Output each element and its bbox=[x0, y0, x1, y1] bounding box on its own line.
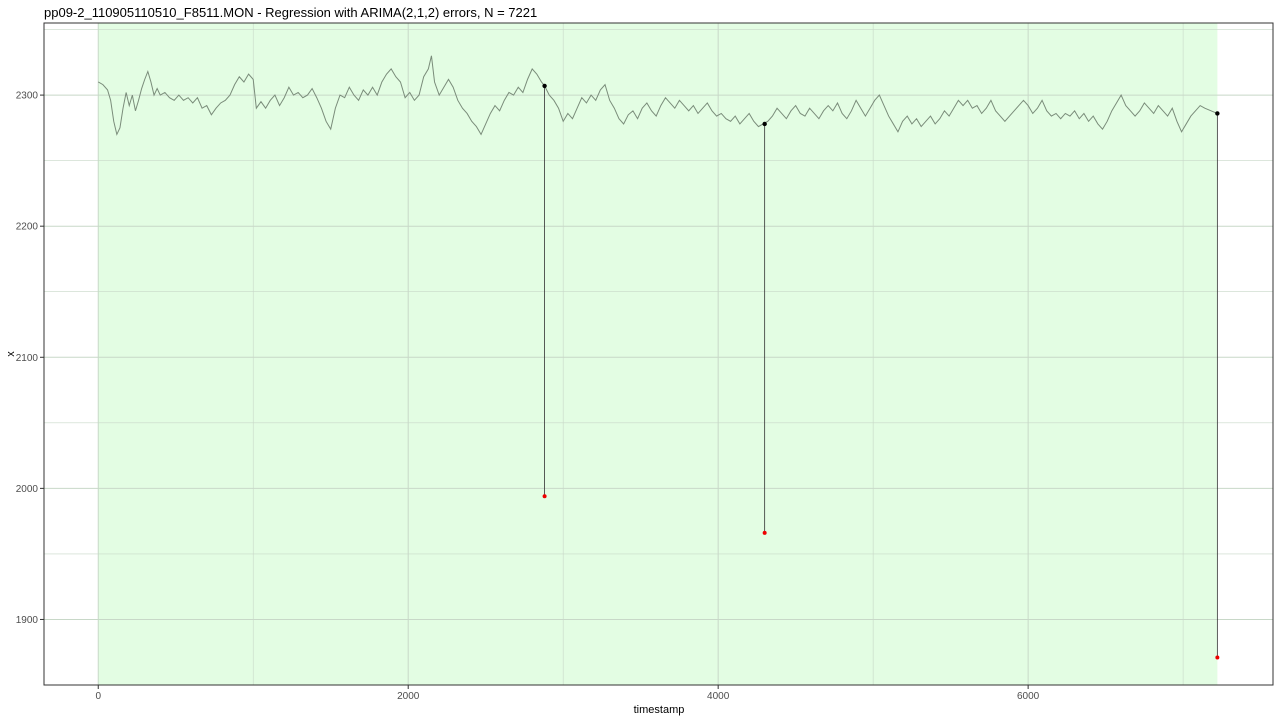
fitted-point bbox=[542, 83, 547, 89]
y-tick-label: 2200 bbox=[16, 222, 39, 233]
plot-border bbox=[43, 22, 1274, 686]
observed-point bbox=[542, 494, 547, 499]
x-tick-label: 4000 bbox=[707, 691, 730, 702]
x-axis-label: timestamp bbox=[634, 704, 685, 716]
fitted-point bbox=[762, 121, 767, 127]
x-tick-label: 2000 bbox=[397, 691, 420, 702]
y-axis-label: x bbox=[5, 351, 17, 357]
y-tick-label: 2100 bbox=[16, 353, 39, 364]
x-tick-label: 0 bbox=[95, 691, 101, 702]
observed-point bbox=[1215, 655, 1220, 660]
chart-title: pp09-2_110905110510_F8511.MON - Regressi… bbox=[44, 5, 537, 20]
outliers-layer bbox=[542, 83, 1220, 660]
series-line bbox=[97, 55, 1218, 136]
y-tick-label: 2300 bbox=[16, 91, 39, 102]
plot-background bbox=[98, 23, 1218, 685]
series-layer bbox=[97, 55, 1218, 136]
y-tick-label: 1900 bbox=[16, 615, 39, 626]
axes: 0 2000 4000 6000 1900 2000 2100 2200 2300 bbox=[16, 22, 1274, 702]
observed-point bbox=[762, 530, 767, 535]
fitted-point bbox=[1215, 111, 1220, 116]
shaded-region bbox=[98, 23, 1218, 685]
x-tick-label: 6000 bbox=[1017, 691, 1040, 702]
y-tick-label: 2000 bbox=[16, 484, 39, 495]
grid-lines bbox=[44, 23, 1273, 685]
